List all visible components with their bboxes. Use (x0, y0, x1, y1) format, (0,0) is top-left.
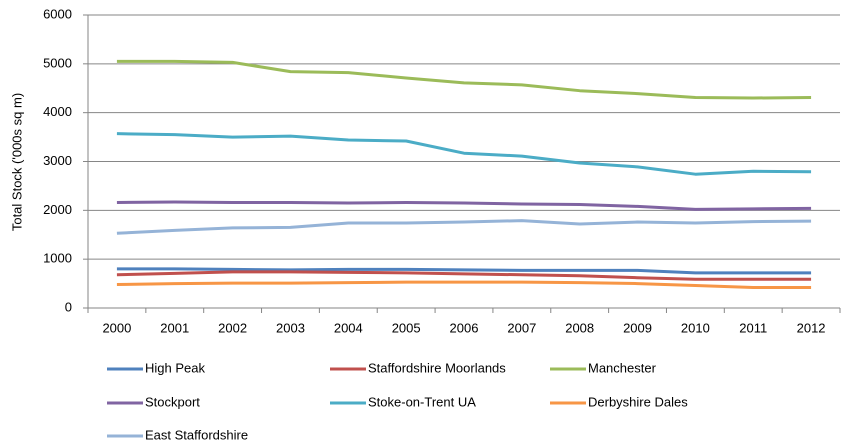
x-tick-label: 2010 (681, 320, 710, 335)
x-tick-label: 2000 (102, 320, 131, 335)
x-tick-label: 2004 (334, 320, 363, 335)
legend-label: High Peak (145, 360, 205, 375)
legend-label: East Staffordshire (145, 427, 248, 442)
x-tick-label: 2005 (392, 320, 421, 335)
line-series (116, 132, 812, 176)
x-tick-label: 2009 (623, 320, 652, 335)
x-tick-label: 2011 (739, 320, 767, 335)
legend-label: Staffordshire Moorlands (368, 360, 506, 375)
line-series (116, 280, 812, 289)
x-tick-label: 2002 (218, 320, 247, 335)
y-axis-label: Total Stock ('000s sq m) (9, 93, 24, 231)
legend-label: Stockport (145, 394, 200, 409)
x-tick-label: 2001 (160, 320, 189, 335)
y-tick-label: 2000 (43, 202, 72, 217)
legend-label: Derbyshire Dales (588, 394, 688, 409)
x-tick-label: 2006 (450, 320, 479, 335)
legend-label: Stoke-on-Trent UA (368, 394, 476, 409)
line-series (116, 219, 812, 235)
x-tick-label: 2007 (507, 320, 536, 335)
line-series (116, 59, 812, 100)
line-series (116, 267, 812, 275)
x-tick-label: 2012 (797, 320, 826, 335)
y-tick-label: 6000 (43, 6, 72, 21)
y-tick-label: 4000 (43, 104, 72, 119)
y-tick-label: 3000 (43, 153, 72, 168)
x-tick-label: 2008 (565, 320, 594, 335)
y-tick-label: 1000 (43, 251, 72, 266)
line-series (116, 270, 812, 281)
x-tick-label: 2003 (276, 320, 305, 335)
y-tick-label: 0 (65, 299, 72, 314)
line-series (116, 200, 812, 211)
y-tick-label: 5000 (43, 55, 72, 70)
legend-label: Manchester (588, 360, 657, 375)
